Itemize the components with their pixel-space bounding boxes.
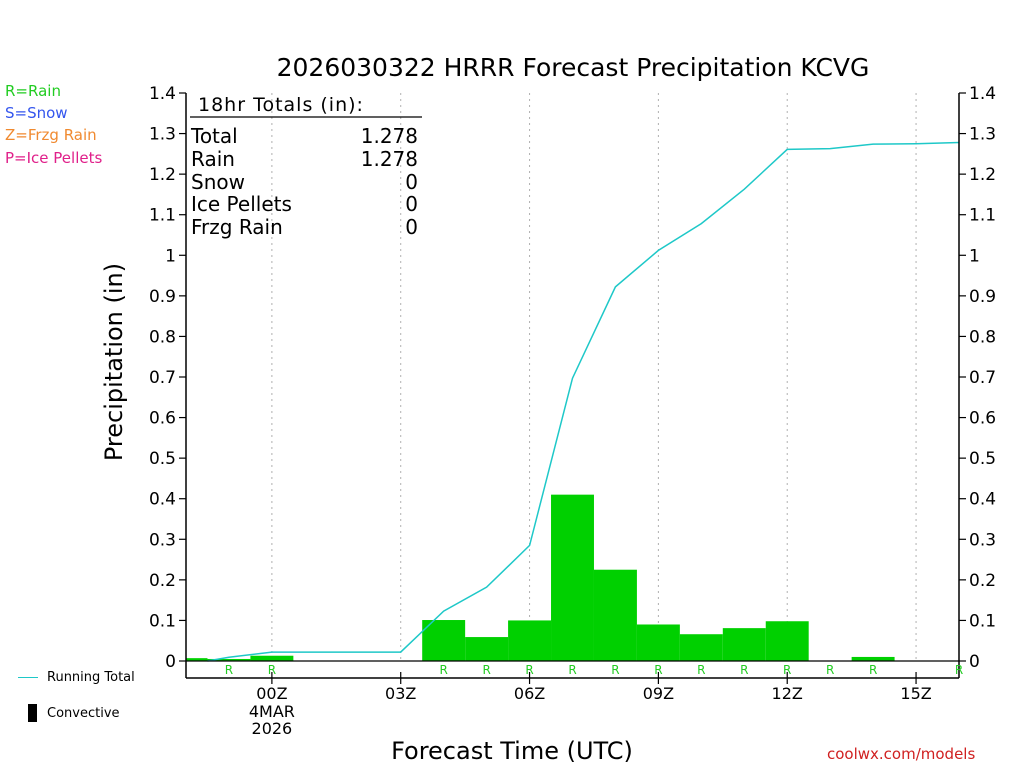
x-tick-label: 15Z [900, 684, 931, 703]
x-tick-label: 09Z [643, 684, 674, 703]
y-tick-label: 0.7 [149, 368, 176, 388]
precip-type-marker: R [826, 663, 834, 677]
precip-type-marker: R [697, 663, 705, 677]
totals-label: Ice Pellets [191, 192, 292, 216]
precip-bar [593, 569, 637, 661]
y-tick-label-right: 1.4 [969, 84, 996, 104]
precip-bar [508, 620, 552, 661]
running-total-legend-swatch [18, 677, 38, 678]
y-tick-label: 0.8 [149, 327, 176, 347]
totals-label: Snow [191, 170, 245, 194]
totals-row: Rain 1.278 [191, 147, 418, 171]
y-tick-label-right: 0.4 [969, 490, 996, 510]
y-tick-label-right: 0.9 [969, 287, 996, 307]
y-tick-label-right: 1.2 [969, 165, 996, 185]
y-tick-label-right: 0.7 [969, 368, 996, 388]
x-tick-label: 06Z [514, 684, 545, 703]
y-tick-label-right: 1.3 [969, 125, 996, 145]
x-tick-label: 00Z [256, 684, 287, 703]
y-tick-label-right: 0.3 [969, 530, 996, 550]
precip-bar [722, 628, 766, 661]
precip-bar [422, 620, 466, 661]
totals-heading: 18hr Totals (in): [198, 94, 364, 116]
precip-bar [250, 655, 294, 661]
totals-value: 1.278 [361, 124, 418, 148]
y-tick-label-right: 0.2 [969, 571, 996, 591]
y-tick-label: 1 [165, 246, 176, 266]
y-tick-label: 0.6 [149, 409, 176, 429]
running-total-line [207, 141, 960, 662]
totals-value: 0 [405, 215, 418, 239]
y-tick-label: 1.3 [149, 125, 176, 145]
y-tick-label: 0 [165, 652, 176, 672]
x-tick-label: 12Z [772, 684, 803, 703]
y-tick-label-right: 0.5 [969, 449, 996, 469]
precip-type-marker: R [955, 663, 963, 677]
y-tick-label: 0.3 [149, 530, 176, 550]
precip-bar [679, 634, 723, 661]
totals-row: Frzg Rain 0 [191, 215, 418, 239]
x-tick-sublabel: 4MAR [249, 702, 295, 721]
y-axis-label: Precipitation (in) [100, 263, 128, 461]
precip-bar [636, 624, 680, 661]
precip-type-marker: R [740, 663, 748, 677]
convective-legend-label: Convective [47, 706, 120, 721]
totals-label: Total [190, 124, 238, 148]
y-tick-label-right: 1 [969, 246, 980, 266]
precip-bar [465, 637, 509, 661]
y-tick-label: 1.1 [149, 206, 176, 226]
precip-type-marker: R [783, 663, 791, 677]
totals-label: Frzg Rain [191, 215, 283, 239]
precip-type-marker: R [268, 663, 276, 677]
convective-legend-swatch [28, 704, 37, 722]
y-tick-label-right: 0 [969, 652, 980, 672]
credit-label: coolwx.com/models [827, 745, 976, 763]
y-tick-label-right: 0.1 [969, 611, 996, 631]
precip-type-marker: R [525, 663, 533, 677]
x-tick-label: 03Z [385, 684, 416, 703]
precip-bar [186, 658, 208, 661]
totals-row: Total 1.278 [190, 124, 418, 148]
x-axis-label: Forecast Time (UTC) [391, 737, 633, 765]
precip-type-marker: R [611, 663, 619, 677]
legend-ice-pellets: P=Ice Pellets [5, 149, 103, 167]
x-tick-sublabel: 2026 [252, 719, 293, 738]
y-tick-label-right: 0.8 [969, 327, 996, 347]
totals-value: 0 [405, 192, 418, 216]
precip-bar [851, 656, 895, 661]
y-tick-label: 1.2 [149, 165, 176, 185]
precip-bar [207, 658, 251, 661]
totals-label: Rain [191, 147, 235, 171]
legend-snow: S=Snow [5, 104, 68, 122]
precip-type-marker: R [568, 663, 576, 677]
legend-frzg-rain: Z=Frzg Rain [5, 126, 97, 144]
totals-value: 0 [405, 170, 418, 194]
precip-type-marker: R [654, 663, 662, 677]
totals-row: Ice Pellets 0 [191, 192, 418, 216]
y-tick-label: 0.2 [149, 571, 176, 591]
legend-rain: R=Rain [5, 82, 61, 100]
y-tick-label-right: 0.6 [969, 409, 996, 429]
precip-type-marker: R [482, 663, 490, 677]
chart-title: 2026030322 HRRR Forecast Precipitation K… [277, 53, 870, 82]
y-tick-label: 0.4 [149, 490, 176, 510]
precip-bar [765, 621, 809, 661]
y-tick-label: 0.1 [149, 611, 176, 631]
y-tick-label: 1.4 [149, 84, 176, 104]
precip-type-marker: R [225, 663, 233, 677]
y-tick-label-right: 1.1 [969, 206, 996, 226]
running-total-legend-label: Running Total [47, 670, 135, 685]
totals-value: 1.278 [361, 147, 418, 171]
precip-type-marker: R [869, 663, 877, 677]
precip-type-marker: R [439, 663, 447, 677]
precip-bar [551, 494, 594, 661]
y-tick-label: 0.9 [149, 287, 176, 307]
y-tick-label: 0.5 [149, 449, 176, 469]
totals-row: Snow 0 [191, 170, 418, 194]
